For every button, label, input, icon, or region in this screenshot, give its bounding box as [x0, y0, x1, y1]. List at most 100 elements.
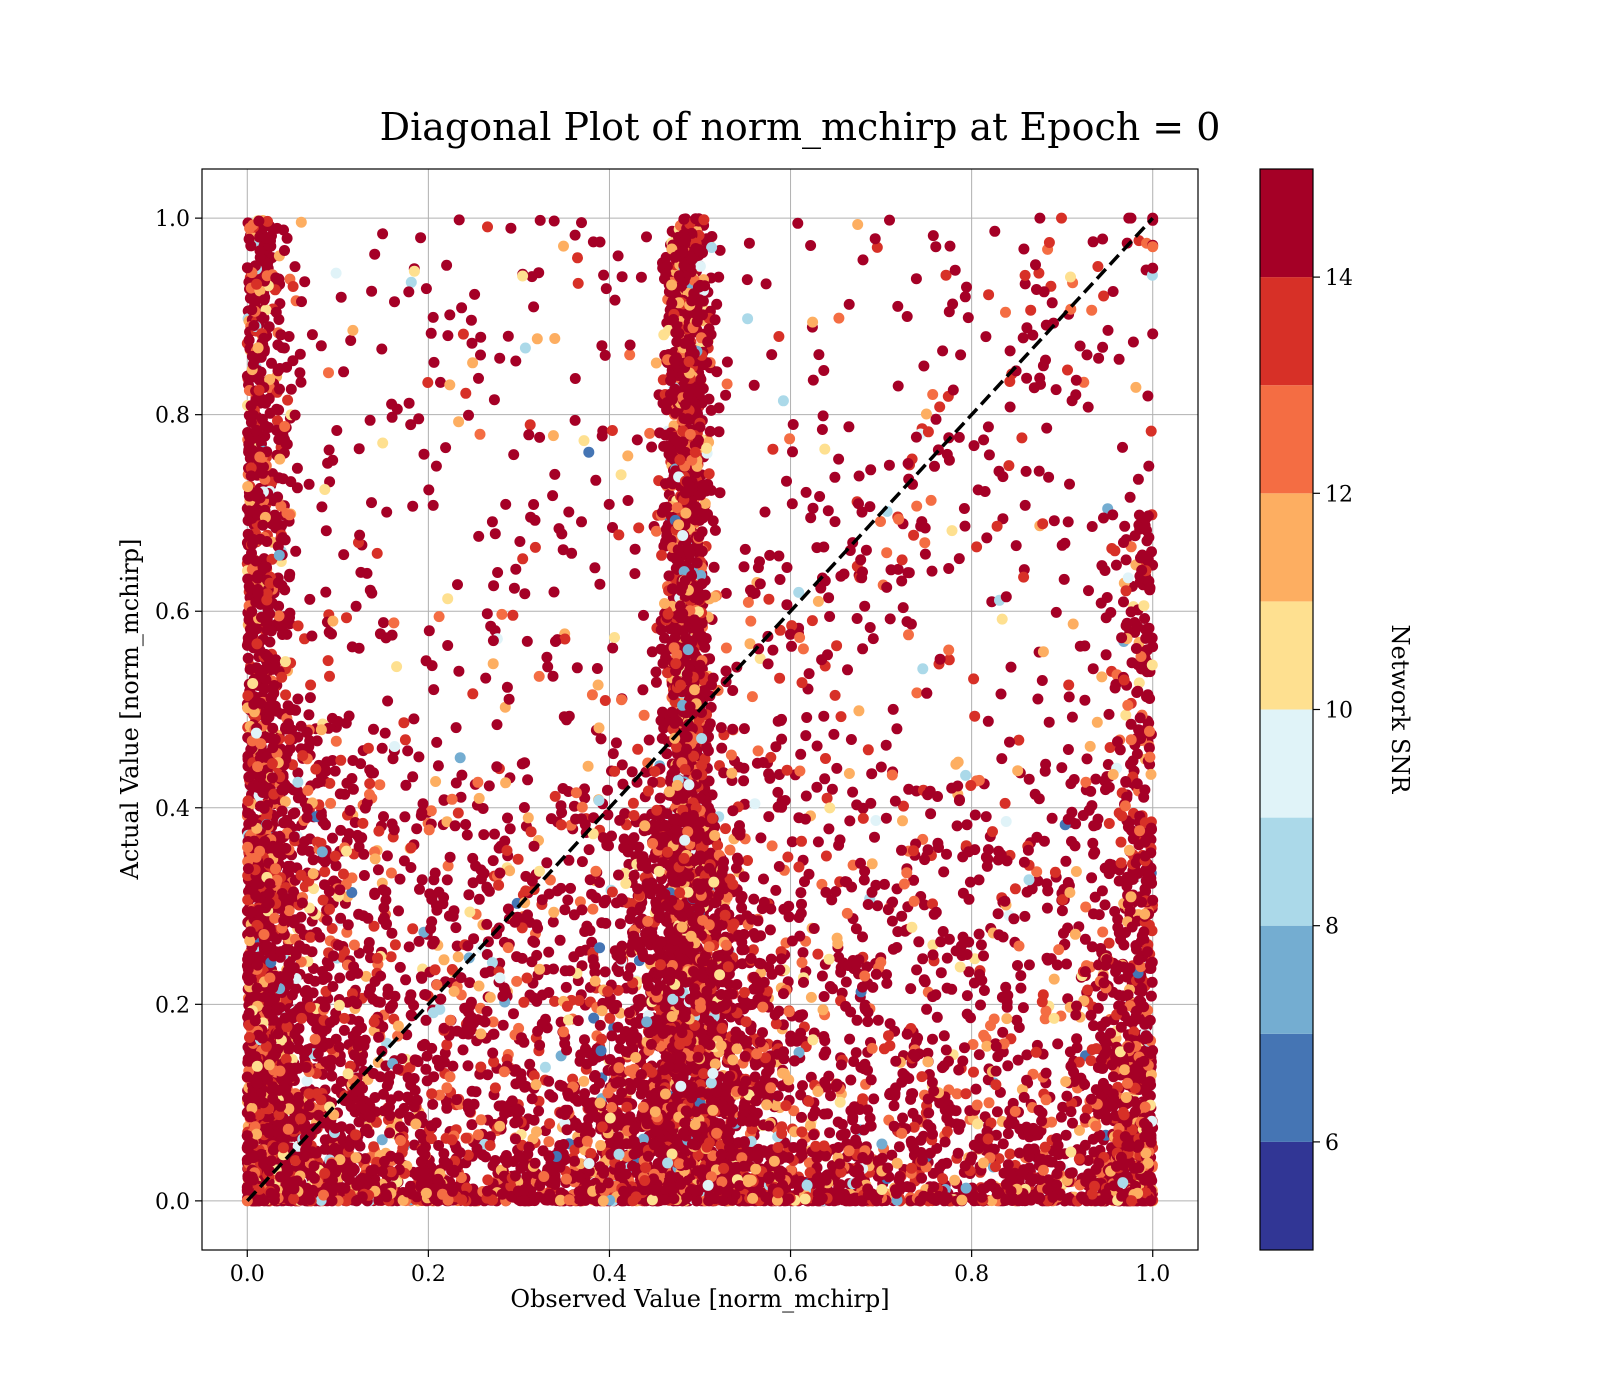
scatter-point [879, 878, 890, 890]
scatter-point [784, 433, 796, 445]
scatter-point [461, 829, 473, 841]
scatter-point [475, 349, 486, 361]
scatter-point [866, 1042, 878, 1054]
scatter-point [795, 748, 807, 760]
scatter-point [812, 836, 824, 848]
scatter-point [596, 340, 608, 352]
scatter-point [1082, 984, 1094, 996]
scatter-point [1070, 374, 1082, 386]
scatter-point [521, 635, 533, 647]
scatter-point [1015, 982, 1027, 994]
scatter-point [864, 1120, 876, 1132]
scatter-point [783, 1006, 795, 1018]
scatter-point [1039, 765, 1051, 777]
scatter-point [969, 710, 981, 722]
scatter-point [883, 459, 895, 471]
scatter-point [705, 404, 717, 416]
scatter-point [1048, 515, 1060, 527]
scatter-point [893, 1141, 905, 1153]
scatter-point [1023, 874, 1035, 886]
scatter-point [943, 644, 955, 656]
scatter-point [462, 1060, 474, 1072]
scatter-point [833, 453, 845, 465]
scatter-point [475, 864, 487, 876]
scatter-point [306, 329, 318, 341]
scatter-point [992, 908, 1004, 920]
scatter-point [303, 709, 315, 721]
scatter-point [870, 968, 882, 980]
scatter-point [910, 273, 922, 285]
scatter-point [359, 1153, 371, 1165]
scatter-point [803, 1095, 815, 1107]
scatter-point [968, 440, 980, 452]
scatter-point [926, 565, 938, 577]
scatter-point [586, 689, 598, 701]
scatter-point [738, 775, 750, 787]
scatter-point [913, 936, 925, 948]
scatter-point [353, 443, 365, 455]
scatter-point [1005, 1169, 1017, 1180]
scatter-point [800, 813, 811, 825]
scatter-point [606, 425, 618, 436]
scatter-point [704, 425, 716, 437]
scatter-point [420, 655, 432, 667]
scatter-point [1097, 926, 1109, 938]
scatter-point [918, 974, 930, 986]
scatter-point [510, 355, 522, 367]
scatter-point [558, 240, 569, 252]
scatter-point [489, 528, 501, 540]
scatter-point [880, 812, 892, 824]
scatter-point [1062, 364, 1073, 376]
scatter-point [782, 851, 794, 863]
scatter-point [494, 352, 506, 364]
scatter-point [806, 615, 818, 627]
scatter-point [487, 658, 499, 670]
scatter-point [765, 953, 777, 965]
scatter-point [959, 1042, 970, 1054]
scatter-point [428, 684, 440, 696]
scatter-point [927, 1128, 938, 1140]
scatter-point [558, 711, 570, 723]
scatter-point [1001, 1001, 1013, 1013]
scatter-point [429, 964, 441, 976]
scatter-point [457, 328, 469, 340]
scatter-point [963, 966, 975, 978]
scatter-point [1019, 910, 1031, 922]
scatter-point [475, 1114, 487, 1126]
scatter-point [583, 844, 595, 856]
scatter-point [935, 936, 947, 948]
scatter-point [363, 937, 375, 948]
scatter-point [480, 672, 492, 684]
scatter-point [871, 241, 883, 253]
scatter-point [835, 1059, 847, 1071]
scatter-point [497, 990, 509, 1002]
scatter-point [961, 990, 973, 1002]
scatter-point [787, 446, 798, 458]
scatter-point [766, 840, 778, 852]
scatter-point [851, 799, 863, 811]
scatter-point [529, 541, 541, 553]
scatter-point [1047, 1191, 1059, 1203]
scatter-point [1019, 499, 1031, 511]
scatter-point [1036, 996, 1048, 1008]
scatter-point [990, 1040, 1002, 1052]
scatter-point [906, 1088, 918, 1100]
scatter-point [364, 414, 376, 426]
scatter-point [467, 688, 479, 700]
scatter-point [464, 977, 476, 989]
scatter-point [952, 780, 964, 792]
scatter-point [465, 314, 477, 326]
scatter-point [455, 972, 467, 984]
scatter-point [511, 975, 523, 987]
scatter-point [430, 776, 442, 787]
scatter-point [917, 663, 929, 675]
scatter-point [549, 333, 561, 344]
scatter-point [646, 441, 658, 453]
scatter-point [554, 934, 566, 946]
scatter-point [864, 622, 876, 633]
scatter-point [405, 842, 417, 854]
scatter-point [1013, 940, 1025, 952]
scatter-point [488, 394, 500, 406]
scatter-point [891, 1157, 903, 1169]
scatter-point [796, 898, 807, 910]
